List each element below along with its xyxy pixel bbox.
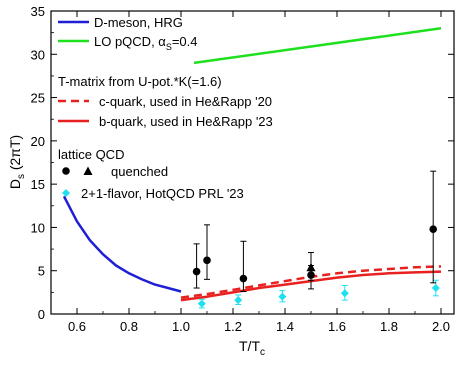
hotqcd-diamond-point [278,292,287,301]
y-tick-label: 25 [31,91,45,106]
x-tick-label: 1.0 [172,319,190,334]
legend-b-quark-label: b-quark, used in He&Rapp '23 [99,114,273,129]
lo-pqcd-series-line [193,27,442,65]
hotqcd-diamond-point [431,284,440,293]
legend-tmatrix-heading: T-matrix from U-pot.*K(=1.6) [58,74,222,89]
hotqcd-diamond-point [340,289,349,298]
y-tick-label: 0 [38,307,45,322]
legend-hotqcd-diamond-marker [62,189,70,197]
y-axis-ticks: 0 5 10 15 20 25 30 35 [31,4,454,322]
x-tick-label: 1.2 [224,319,242,334]
quenched-triangle-point [306,262,316,272]
y-axis-label: Ds (2πT) [7,135,27,189]
y-tick-label: 5 [38,264,45,279]
x-tick-label: 0.8 [120,319,138,334]
y-tick-label: 10 [31,220,45,235]
hotqcd-diamond-point [234,296,243,305]
x-tick-label: 1.6 [328,319,346,334]
y-tick-label: 35 [31,4,45,19]
legend-quenched-circle-marker [62,167,70,175]
legend-quenched-triangle-marker [83,166,93,175]
legend-c-quark-label: c-quark, used in He&Rapp '20 [99,94,272,109]
x-tick-label: 2.0 [432,319,450,334]
legend-hrg-label: D-meson, HRG [94,15,183,30]
x-axis-label: T/Tc [239,338,265,358]
x-axis-ticks: 0.6 0.8 1.0 1.2 1.4 1.6 1.8 2.0 [50,11,450,334]
hotqcd-diamond-point [197,299,206,308]
quenched-circle-point [239,274,248,283]
x-tick-label: 0.6 [68,319,86,334]
x-tick-label: 1.8 [380,319,398,334]
quenched-circle-point [192,267,201,276]
legend-lattice-heading: lattice QCD [58,147,124,162]
x-tick-label: 1.4 [276,319,294,334]
quenched-circle-point [203,256,211,265]
y-tick-label: 20 [31,134,45,149]
plot-layer [62,27,442,309]
quenched-circle-point [429,225,438,233]
y-tick-label: 15 [31,177,45,192]
y-tick-label: 30 [31,47,45,62]
legend: D-meson, HRG LO pQCD, αS=0.4 T-matrix fr… [58,15,273,201]
legend-hotqcd-label: 2+1-flavor, HotQCD PRL '23 [81,186,244,201]
hrg-series-line [62,195,182,293]
legend-quenched-label: quenched [111,164,168,179]
legend-lo-pqcd-label: LO pQCD, αS=0.4 [94,34,198,52]
